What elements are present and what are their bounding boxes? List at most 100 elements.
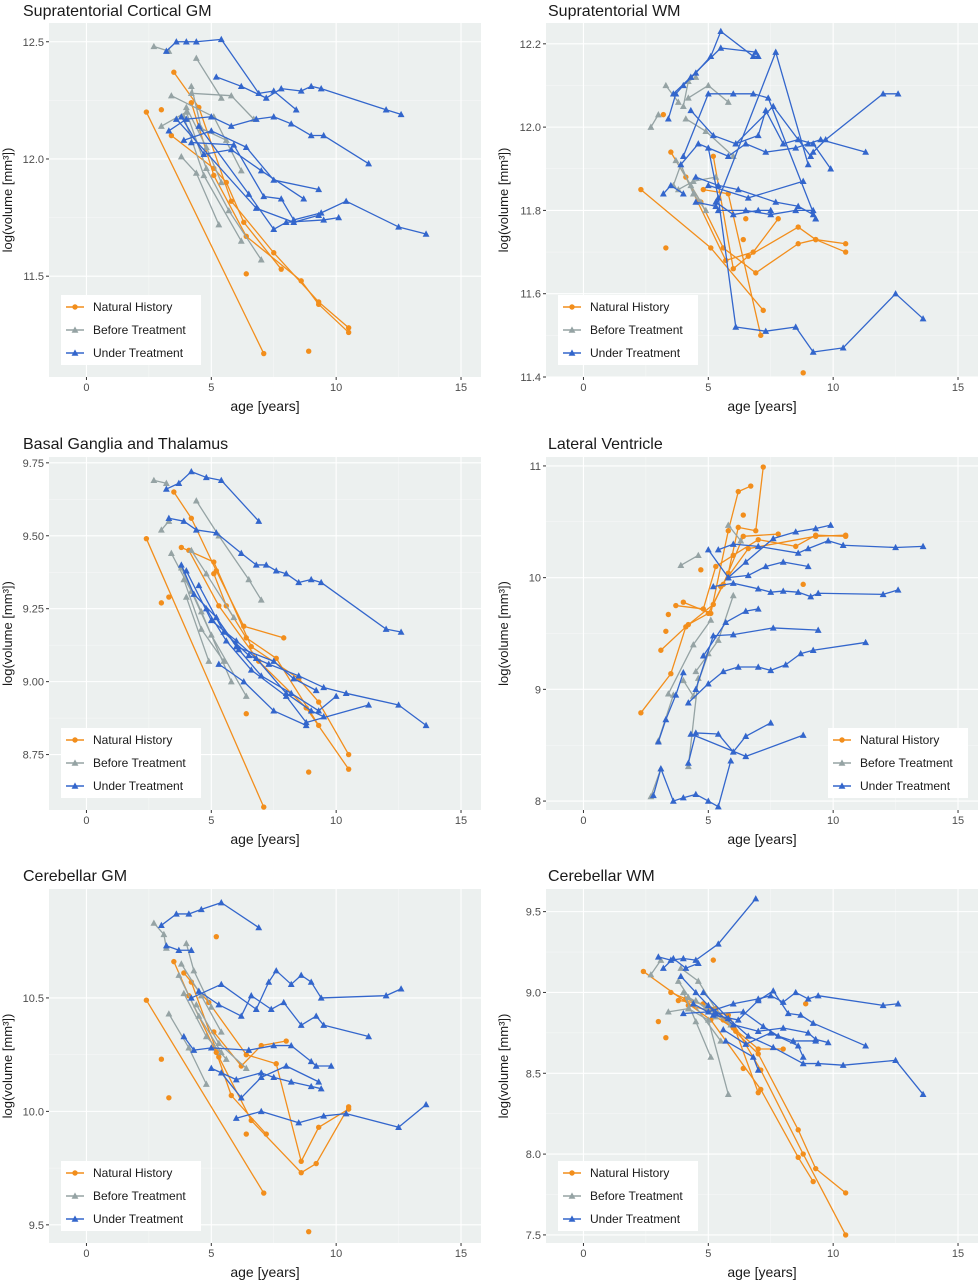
- chart-title: Cerebellar WM: [548, 868, 655, 885]
- data-point: [281, 635, 287, 641]
- data-point: [919, 542, 927, 550]
- data-point: [717, 1037, 725, 1044]
- legend-key-marker: [839, 737, 845, 743]
- legend-label: Under Treatment: [93, 1212, 184, 1226]
- legend: Natural History Before Treatment Under Tre…: [558, 1161, 698, 1231]
- data-point: [702, 127, 710, 134]
- legend-label: Before Treatment: [93, 756, 186, 770]
- x-tick-label: 5: [208, 382, 214, 394]
- data-point: [674, 185, 682, 193]
- legend-label: Natural History: [590, 1166, 669, 1180]
- data-point: [157, 526, 165, 533]
- data-point: [795, 1127, 801, 1133]
- data-point: [165, 1010, 173, 1017]
- data-point: [287, 689, 295, 697]
- data-point: [655, 1018, 662, 1025]
- data-point: [709, 632, 717, 639]
- legend-key-marker: [838, 759, 846, 766]
- series-natural-history-7: [663, 245, 669, 251]
- y-tick-label: 12.0: [23, 154, 44, 166]
- y-axis-label: log(volume [mm³]): [0, 1014, 15, 1119]
- data-point: [659, 190, 667, 197]
- data-point: [177, 960, 185, 967]
- data-point: [315, 1078, 323, 1085]
- data-point: [664, 690, 672, 697]
- data-point: [261, 350, 267, 357]
- x-tick-label: 15: [455, 1248, 467, 1260]
- data-point: [668, 671, 674, 677]
- series-before-treatment-13: [177, 153, 223, 228]
- data-point: [679, 794, 687, 801]
- series-natural-history-6: [663, 628, 669, 634]
- series-before-treatment-15: [187, 546, 238, 621]
- data-point: [252, 561, 260, 568]
- data-point: [207, 1003, 215, 1010]
- data-point: [320, 131, 328, 139]
- data-point: [732, 140, 740, 147]
- data-point: [307, 978, 315, 985]
- chart-title: Supratentorial Cortical GM: [23, 3, 212, 20]
- data-point: [243, 1131, 249, 1137]
- data-point: [242, 692, 250, 699]
- y-tick-label: 9: [535, 684, 541, 696]
- data-point: [799, 1053, 807, 1060]
- x-axis-label: age [years]: [230, 398, 299, 414]
- data-point: [792, 988, 800, 996]
- chart-title: Lateral Ventricle: [548, 436, 663, 453]
- data-point: [725, 528, 731, 534]
- data-point: [257, 1107, 265, 1115]
- panel-1: 0 5 10 15 11.5 12.0 12.5 Supratentorial Cortica…: [0, 3, 481, 414]
- legend: Natural History Before Treatment Under Tre…: [61, 295, 201, 365]
- data-point: [699, 988, 707, 996]
- data-point: [182, 593, 190, 600]
- data-point: [894, 90, 902, 97]
- y-axis-label: log(volume [mm³]): [496, 148, 511, 253]
- data-point: [710, 957, 717, 963]
- data-point: [800, 1151, 806, 1157]
- data-point: [638, 710, 644, 716]
- series-line: [687, 641, 866, 704]
- data-point: [692, 198, 700, 205]
- series-natural-history-1: [143, 535, 267, 810]
- data-point: [365, 160, 373, 167]
- series-before-treatment-14: [677, 551, 702, 569]
- data-point: [694, 551, 702, 559]
- data-point: [332, 692, 340, 699]
- legend: Natural History Before Treatment Under Tre…: [558, 295, 698, 365]
- data-point: [181, 970, 187, 976]
- x-tick-label: 10: [330, 382, 342, 394]
- data-point: [795, 1154, 801, 1161]
- data-point: [195, 581, 203, 589]
- legend-key-marker: [71, 1192, 79, 1199]
- data-point: [669, 90, 677, 97]
- series-under-treatment-24: [172, 115, 323, 225]
- data-point: [729, 579, 737, 586]
- series-under-treatment-26: [709, 579, 902, 600]
- data-point: [749, 90, 757, 97]
- series-under-treatment-29: [704, 144, 927, 355]
- series-under-treatment-22: [687, 730, 807, 760]
- series-natural-history-10: [802, 1001, 809, 1007]
- data-point: [679, 152, 687, 159]
- legend-label: Before Treatment: [590, 1189, 683, 1203]
- series-natural-history-5: [700, 186, 764, 339]
- data-point: [659, 964, 667, 971]
- data-point: [719, 1026, 727, 1033]
- legend-label: Before Treatment: [93, 323, 186, 337]
- data-point: [827, 165, 835, 172]
- data-point: [804, 161, 812, 168]
- data-point: [202, 570, 210, 577]
- data-point: [182, 567, 190, 574]
- data-point: [682, 115, 690, 122]
- series-before-treatment-11: [647, 111, 662, 130]
- x-tick-label: 15: [952, 382, 964, 394]
- data-point: [794, 549, 802, 556]
- series-line: [195, 500, 262, 601]
- x-tick-label: 10: [827, 1248, 839, 1260]
- y-tick-label: 9.0: [526, 987, 541, 999]
- legend-box: [61, 295, 201, 365]
- data-point: [892, 290, 900, 297]
- data-point: [302, 721, 310, 729]
- data-point: [327, 1062, 335, 1069]
- data-point: [190, 967, 198, 974]
